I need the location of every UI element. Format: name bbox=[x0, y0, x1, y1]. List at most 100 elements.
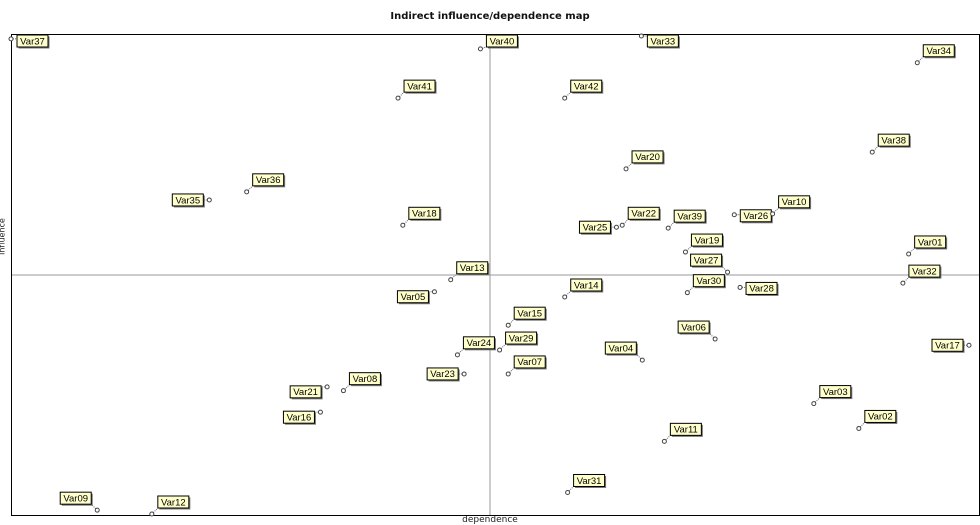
leader-line bbox=[402, 218, 410, 226]
point-label: Var34 bbox=[926, 46, 951, 57]
point-label: Var24 bbox=[467, 338, 492, 349]
data-point-var24: Var24 bbox=[454, 336, 496, 358]
point-label: Var01 bbox=[918, 237, 943, 248]
point-label: Var20 bbox=[635, 152, 660, 163]
data-point-var33: Var33 bbox=[638, 33, 680, 49]
leader-line bbox=[246, 185, 254, 193]
data-point-var30: Var30 bbox=[684, 274, 726, 296]
label-box bbox=[485, 34, 518, 48]
point-marker bbox=[619, 222, 625, 228]
point-marker bbox=[8, 36, 14, 42]
data-point-var25: Var25 bbox=[578, 220, 619, 235]
point-label: Var42 bbox=[574, 81, 599, 92]
data-point-var19: Var19 bbox=[682, 233, 724, 255]
label-box bbox=[348, 372, 381, 386]
label-box bbox=[408, 206, 441, 220]
point-marker bbox=[869, 149, 875, 155]
label-box bbox=[462, 336, 495, 350]
label-box bbox=[877, 133, 910, 147]
point-marker bbox=[454, 352, 460, 358]
label-box bbox=[677, 320, 710, 334]
point-marker bbox=[149, 511, 155, 517]
label-box bbox=[456, 261, 489, 275]
point-label: Var39 bbox=[677, 211, 702, 222]
point-label: Var16 bbox=[287, 412, 312, 423]
point-marker bbox=[206, 197, 212, 203]
point-label: Var08 bbox=[353, 374, 378, 385]
label-box bbox=[646, 34, 679, 48]
point-label: Var32 bbox=[912, 266, 937, 277]
leader-line bbox=[564, 290, 572, 298]
point-label: Var07 bbox=[517, 357, 542, 368]
point-marker bbox=[562, 294, 568, 300]
data-point-var38: Var38 bbox=[869, 133, 911, 155]
point-label: Var09 bbox=[63, 493, 88, 504]
label-box bbox=[631, 150, 664, 164]
point-marker bbox=[906, 251, 912, 257]
point-label: Var14 bbox=[574, 280, 599, 291]
point-label: Var03 bbox=[823, 387, 848, 398]
point-marker bbox=[661, 438, 667, 444]
data-point-var14: Var14 bbox=[562, 278, 604, 300]
label-box bbox=[864, 409, 897, 423]
point-marker bbox=[497, 347, 503, 353]
data-point-var32: Var32 bbox=[900, 264, 942, 286]
leader-line bbox=[507, 367, 515, 375]
leader-line bbox=[685, 245, 692, 253]
data-point-var17: Var17 bbox=[931, 338, 972, 353]
point-label: Var11 bbox=[674, 425, 698, 436]
point-label: Var23 bbox=[430, 369, 455, 380]
leader-line bbox=[625, 162, 633, 170]
label-box bbox=[690, 253, 723, 267]
leader-line bbox=[871, 145, 879, 153]
point-marker bbox=[395, 95, 401, 101]
point-marker bbox=[565, 489, 571, 495]
point-marker bbox=[900, 280, 906, 286]
data-point-var06: Var06 bbox=[677, 320, 718, 342]
leader-line bbox=[457, 348, 464, 356]
label-box bbox=[252, 173, 285, 187]
leader-line bbox=[708, 332, 716, 340]
data-point-var02: Var02 bbox=[856, 409, 898, 431]
point-label: Var35 bbox=[175, 195, 200, 206]
data-point-var23: Var23 bbox=[426, 367, 467, 382]
label-box bbox=[669, 422, 702, 436]
label-box bbox=[171, 193, 204, 207]
label-box bbox=[778, 195, 811, 209]
data-point-var03: Var03 bbox=[811, 385, 853, 407]
point-marker bbox=[317, 409, 323, 415]
point-marker bbox=[461, 371, 467, 377]
point-label: Var28 bbox=[749, 284, 774, 295]
point-label: Var18 bbox=[412, 209, 437, 220]
point-label: Var38 bbox=[881, 135, 906, 146]
label-box bbox=[908, 264, 941, 278]
data-point-var37: Var37 bbox=[8, 34, 50, 49]
data-point-var04: Var04 bbox=[604, 341, 645, 363]
data-point-var35: Var35 bbox=[171, 193, 212, 208]
point-marker bbox=[725, 269, 731, 275]
label-box bbox=[673, 209, 706, 223]
point-label: Var26 bbox=[743, 211, 768, 222]
leader-line bbox=[686, 286, 694, 294]
point-label: Var29 bbox=[509, 333, 534, 344]
leader-line bbox=[567, 486, 574, 493]
point-marker bbox=[914, 60, 920, 66]
label-box bbox=[627, 206, 660, 220]
point-label: Var31 bbox=[577, 476, 602, 487]
point-label: Var15 bbox=[517, 308, 542, 319]
data-point-var18: Var18 bbox=[400, 206, 442, 228]
point-label: Var36 bbox=[256, 175, 281, 186]
leader-line bbox=[902, 276, 910, 284]
point-marker bbox=[684, 290, 690, 296]
point-marker bbox=[638, 33, 644, 39]
leader-line bbox=[664, 434, 671, 442]
label-box bbox=[426, 367, 459, 381]
point-marker bbox=[94, 507, 100, 513]
leader-line bbox=[813, 397, 821, 404]
point-marker bbox=[505, 322, 511, 328]
label-box bbox=[690, 233, 723, 247]
point-marker bbox=[244, 189, 250, 195]
point-marker bbox=[712, 336, 718, 342]
point-label: Var41 bbox=[407, 81, 432, 92]
data-point-var29: Var29 bbox=[497, 331, 539, 353]
